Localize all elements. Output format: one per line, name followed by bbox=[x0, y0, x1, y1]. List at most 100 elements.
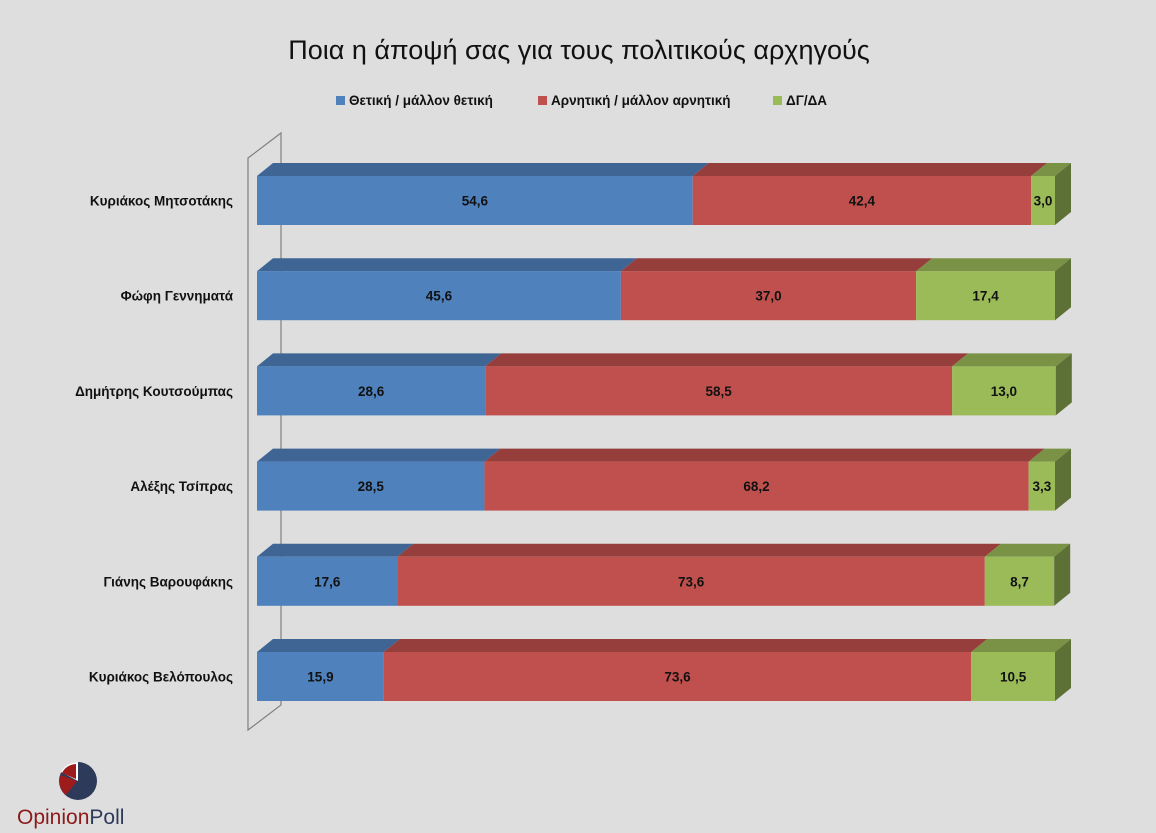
bar-side-face bbox=[1055, 258, 1071, 321]
bar-top-face bbox=[397, 543, 1001, 557]
bar-top-face bbox=[257, 163, 709, 176]
bar-value-label: 10,5 bbox=[1000, 670, 1027, 685]
bar-value-label: 3,3 bbox=[1032, 479, 1051, 494]
bar-value-label: 28,6 bbox=[358, 384, 385, 399]
category-label: Αλέξης Τσίπρας bbox=[130, 479, 233, 494]
legend-item: ΔΓ/ΔΑ bbox=[773, 93, 827, 108]
bar-top-face bbox=[257, 258, 637, 272]
legend-label: Θετική / μάλλον θετική bbox=[349, 93, 493, 108]
bar-row: 54,6 42,4 3,0 bbox=[257, 163, 1071, 225]
bar-segment: 15,9 bbox=[257, 639, 400, 701]
legend-label: ΔΓ/ΔΑ bbox=[786, 93, 827, 108]
legend-item: Αρνητική / μάλλον αρνητική bbox=[538, 93, 731, 108]
bar-front-face bbox=[485, 366, 953, 416]
bar-front-face bbox=[484, 461, 1029, 511]
bar-segment: 13,0 bbox=[952, 353, 1072, 416]
category-label: Κυριάκος Μητσοτάκης bbox=[90, 194, 233, 209]
bar-row: 28,5 68,2 3,3 bbox=[257, 448, 1071, 511]
bar-value-label: 17,6 bbox=[314, 574, 341, 589]
bar-value-label: 68,2 bbox=[743, 479, 769, 494]
category-label: Κυριάκος Βελόπουλος bbox=[89, 670, 233, 685]
legend-item: Θετική / μάλλον θετική bbox=[336, 93, 493, 108]
bar-row: 28,6 58,5 13,0 bbox=[257, 353, 1072, 416]
bar-segment: 58,5 bbox=[485, 353, 969, 416]
bar-top-face bbox=[620, 258, 933, 272]
bar-area: 54,6 42,4 3,0 45,6 37,0 17,4 28,6 58,5 13,0 28,5 6… bbox=[257, 163, 1072, 701]
bar-row: 45,6 37,0 17,4 bbox=[257, 258, 1071, 321]
bar-row: 17,6 73,6 8,7 bbox=[257, 543, 1071, 606]
bar-row: 15,9 73,6 10,5 bbox=[257, 639, 1071, 701]
legend-label: Αρνητική / μάλλον αρνητική bbox=[551, 93, 731, 108]
bar-value-label: 28,5 bbox=[358, 479, 385, 494]
logo-word-poll: Poll bbox=[89, 806, 124, 829]
axis-wall-outline bbox=[247, 131, 282, 732]
bar-front-face bbox=[397, 556, 985, 606]
bar-front-face bbox=[383, 652, 972, 701]
bar-segment: 42,4 bbox=[692, 163, 1048, 225]
bar-segment: 73,6 bbox=[397, 543, 1001, 606]
category-label: Φώφη Γεννηματά bbox=[121, 289, 234, 304]
legend-swatch bbox=[538, 96, 547, 105]
bar-front-face bbox=[620, 271, 917, 321]
bar-front-face bbox=[971, 652, 1055, 701]
bar-value-label: 73,6 bbox=[678, 574, 705, 589]
bar-segment: 3,0 bbox=[1031, 163, 1071, 225]
legend-swatch bbox=[336, 96, 345, 105]
bar-segment: 37,0 bbox=[620, 258, 933, 321]
bar-value-label: 15,9 bbox=[307, 670, 333, 685]
category-labels: Κυριάκος Μητσοτάκης Φώφη Γεννηματά Δημήτρη… bbox=[75, 194, 234, 685]
bar-side-face bbox=[1055, 448, 1071, 511]
bar-front-face bbox=[916, 271, 1055, 321]
category-axis-wall bbox=[247, 131, 282, 732]
bar-value-label: 3,0 bbox=[1034, 194, 1053, 209]
bar-segment: 73,6 bbox=[383, 639, 988, 701]
bar-front-face bbox=[692, 176, 1032, 225]
logo-emblem-icon bbox=[59, 761, 97, 800]
bar-front-face bbox=[952, 366, 1056, 416]
bar-value-label: 58,5 bbox=[706, 384, 733, 399]
bar-side-face bbox=[1055, 353, 1072, 416]
bar-segment: 68,2 bbox=[484, 448, 1045, 511]
bar-top-face bbox=[916, 258, 1071, 272]
bar-segment: 17,6 bbox=[257, 543, 414, 606]
bar-top-face bbox=[984, 543, 1071, 557]
bar-front-face bbox=[257, 556, 398, 606]
bar-value-label: 8,7 bbox=[1010, 574, 1029, 589]
logo-word-opinion: Opinion bbox=[17, 806, 89, 829]
bar-top-face bbox=[257, 353, 502, 367]
bar-side-face bbox=[1055, 163, 1071, 225]
bar-front-face bbox=[257, 176, 693, 225]
bar-top-face bbox=[952, 353, 1072, 367]
logo-wordmark: OpinionPoll bbox=[17, 806, 124, 829]
bar-top-face bbox=[1031, 163, 1071, 176]
bar-front-face bbox=[1031, 176, 1055, 225]
bar-front-face bbox=[257, 366, 486, 416]
bar-front-face bbox=[257, 461, 485, 511]
bar-segment: 45,6 bbox=[257, 258, 637, 321]
chart-title: Ποια η άποψή σας για τους πολιτικούς αρχ… bbox=[288, 35, 870, 65]
bar-front-face bbox=[1028, 461, 1055, 511]
legend-swatch bbox=[773, 96, 782, 105]
bar-side-face bbox=[1054, 543, 1071, 606]
bar-top-face bbox=[692, 163, 1048, 176]
bar-segment: 28,6 bbox=[257, 353, 502, 416]
bar-top-face bbox=[971, 639, 1071, 652]
bar-value-label: 73,6 bbox=[664, 670, 691, 685]
category-label: Γιάνης Βαρουφάκης bbox=[103, 574, 233, 589]
chart-legend: Θετική / μάλλον θετική Αρνητική / μάλλον … bbox=[336, 93, 827, 108]
bar-front-face bbox=[984, 556, 1055, 606]
bar-value-label: 37,0 bbox=[755, 289, 781, 304]
bar-top-face bbox=[257, 543, 414, 557]
opinionpoll-logo: OpinionPoll bbox=[17, 761, 124, 829]
bar-value-label: 13,0 bbox=[991, 384, 1017, 399]
bar-front-face bbox=[257, 271, 621, 321]
bar-value-label: 54,6 bbox=[462, 194, 489, 209]
bar-top-face bbox=[484, 448, 1045, 462]
bar-segment: 10,5 bbox=[971, 639, 1071, 701]
bar-segment: 3,3 bbox=[1028, 448, 1071, 511]
category-label: Δημήτρης Κουτσούμπας bbox=[75, 384, 233, 399]
bar-top-face bbox=[257, 448, 501, 462]
bar-segment: 28,5 bbox=[257, 448, 501, 511]
bar-top-face bbox=[485, 353, 969, 367]
